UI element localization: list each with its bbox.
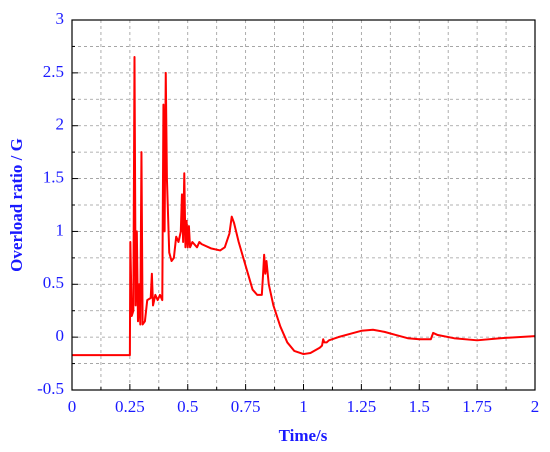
x-axis-title: Time/s [279, 426, 328, 445]
y-tick-label: 3 [56, 9, 65, 28]
data-line [72, 56, 536, 357]
y-axis-title: Overload ratio / G [7, 138, 26, 272]
marks [72, 56, 536, 357]
x-tick-label: 0 [68, 397, 77, 416]
y-tick-label: 2.5 [43, 62, 64, 81]
y-tick-label: 0.5 [43, 273, 64, 292]
x-tick-label: 1 [299, 397, 308, 416]
y-tick-label: 1 [56, 220, 65, 239]
x-tick-label: 0.5 [177, 397, 198, 416]
x-tick-label: 1.25 [347, 397, 377, 416]
y-tick-label: 1.5 [43, 167, 64, 186]
y-tick-label: 0 [56, 326, 65, 345]
y-tick-label: -0.5 [37, 379, 64, 398]
x-tick-label: 1.5 [409, 397, 430, 416]
x-tick-label: 0.25 [115, 397, 145, 416]
x-tick-label: 2 [531, 397, 540, 416]
x-tick-label: 0.75 [231, 397, 261, 416]
x-tick-label: 1.75 [462, 397, 492, 416]
y-tick-label: 2 [56, 115, 65, 134]
